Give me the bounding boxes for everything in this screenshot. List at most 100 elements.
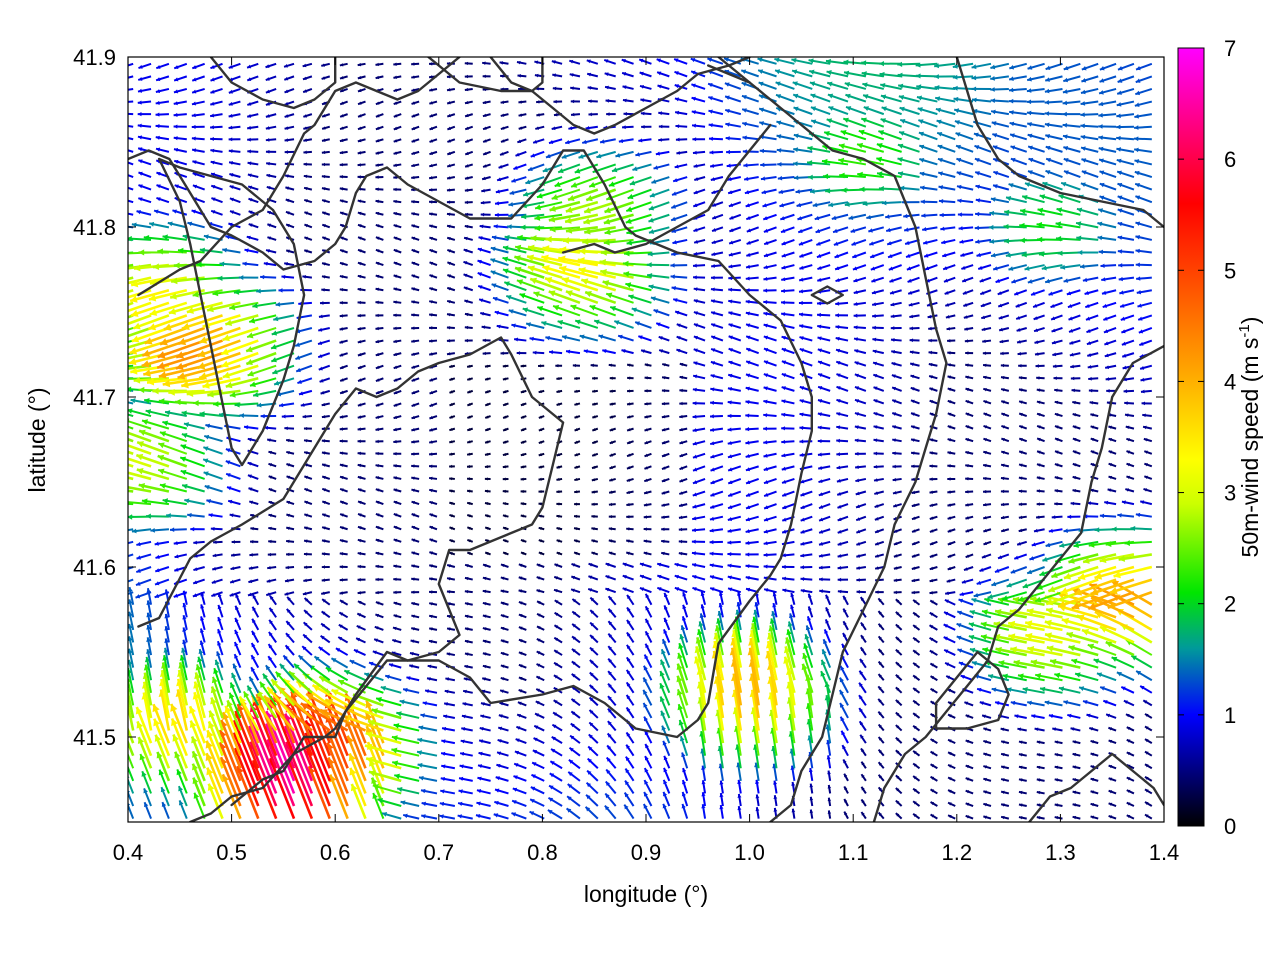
wind-vector bbox=[1054, 765, 1063, 770]
wind-vector bbox=[551, 736, 563, 744]
wind-vector bbox=[156, 751, 171, 782]
wind-vector bbox=[607, 670, 617, 681]
wind-vector bbox=[391, 747, 420, 757]
wind-vector bbox=[443, 702, 456, 707]
wind-vector bbox=[1144, 738, 1153, 744]
wind-vector bbox=[877, 811, 885, 820]
wind-vector bbox=[229, 682, 242, 706]
wind-vector bbox=[1022, 686, 1045, 694]
wind-vector bbox=[198, 648, 206, 668]
wind-vector bbox=[719, 780, 724, 794]
wind-vector bbox=[998, 660, 1027, 669]
wind-vector bbox=[625, 669, 635, 681]
wind-vector bbox=[439, 814, 456, 820]
wind-vector bbox=[965, 789, 974, 795]
x-tick-label: 0.8 bbox=[527, 840, 558, 865]
wind-vector bbox=[164, 625, 170, 643]
wind-vector bbox=[1135, 670, 1153, 682]
wind-vector bbox=[1054, 803, 1063, 808]
wind-vector bbox=[364, 743, 402, 757]
wind-vector bbox=[320, 634, 331, 644]
wind-vector bbox=[1126, 726, 1135, 732]
wind-vector bbox=[642, 702, 653, 719]
wind-vector bbox=[275, 671, 295, 694]
wind-vector bbox=[587, 745, 599, 757]
wind-vector bbox=[623, 804, 635, 820]
wind-vector bbox=[895, 674, 903, 681]
wind-vector bbox=[1072, 815, 1081, 820]
wind-vector bbox=[534, 712, 545, 719]
wind-vector bbox=[912, 662, 921, 669]
wind-vector bbox=[964, 701, 974, 707]
wind-vector bbox=[318, 646, 331, 656]
wind-vector bbox=[170, 703, 189, 744]
wind-vector bbox=[643, 791, 653, 807]
wind-vector bbox=[182, 639, 188, 656]
x-tick-label: 1.3 bbox=[1045, 840, 1076, 865]
wind-vector bbox=[822, 638, 832, 656]
wind-vector bbox=[270, 678, 296, 707]
wind-vector bbox=[189, 720, 206, 757]
wind-vector bbox=[265, 664, 277, 681]
wind-vector bbox=[1017, 673, 1045, 682]
wind-vector bbox=[164, 638, 170, 656]
wind-vector bbox=[530, 786, 545, 795]
wind-vector bbox=[694, 645, 707, 681]
wind-vector bbox=[459, 751, 473, 757]
wind-vector bbox=[983, 777, 992, 782]
wind-vector bbox=[232, 663, 242, 681]
wind-vector bbox=[365, 756, 402, 770]
wind-vector bbox=[662, 803, 671, 819]
wind-vector bbox=[1018, 765, 1027, 770]
wind-vector bbox=[350, 783, 367, 820]
wind-vector bbox=[482, 664, 491, 669]
wind-vector bbox=[843, 798, 849, 807]
colorbar-title: 50m-wind speed (m s-1) bbox=[1236, 317, 1263, 558]
wind-vector bbox=[605, 768, 617, 782]
colorbar-title-superscript: -1 bbox=[1236, 324, 1253, 337]
wind-vector bbox=[642, 689, 653, 706]
wind-vector bbox=[197, 656, 206, 681]
wind-vector bbox=[929, 636, 938, 644]
wind-vector bbox=[420, 713, 438, 719]
wind-vector bbox=[644, 755, 653, 769]
x-tick-label: 0.5 bbox=[216, 840, 247, 865]
wind-vector bbox=[912, 687, 921, 694]
colorbar-tick-label: 0 bbox=[1224, 814, 1236, 839]
wind-vector bbox=[624, 768, 635, 782]
wind-vector bbox=[236, 703, 260, 757]
wind-vector bbox=[755, 779, 760, 794]
wind-vector bbox=[568, 746, 581, 757]
wind-vector bbox=[128, 648, 135, 668]
wind-vector bbox=[644, 643, 653, 656]
wind-vector bbox=[422, 701, 438, 707]
wind-vector bbox=[1013, 659, 1045, 669]
wind-vector bbox=[912, 724, 921, 732]
wind-vector bbox=[1027, 645, 1063, 657]
wind-vector bbox=[182, 614, 188, 631]
wind-vector bbox=[536, 650, 545, 656]
wind-vector bbox=[877, 774, 885, 782]
wind-vector bbox=[839, 716, 849, 732]
wind-vector bbox=[402, 813, 420, 820]
wind-vector bbox=[199, 628, 206, 643]
wind-vector bbox=[841, 744, 849, 757]
wind-vector bbox=[494, 800, 509, 807]
wind-vector bbox=[677, 703, 689, 731]
wind-vector bbox=[1039, 686, 1063, 694]
wind-vector bbox=[787, 621, 796, 643]
wind-vector bbox=[839, 677, 849, 694]
wind-vector bbox=[1068, 645, 1099, 657]
wind-vector bbox=[929, 662, 938, 669]
wind-vector bbox=[533, 737, 545, 745]
wind-vector bbox=[679, 633, 689, 656]
wind-vector bbox=[877, 723, 885, 732]
wind-vector bbox=[172, 734, 189, 769]
wind-vector bbox=[773, 795, 778, 807]
wind-vector bbox=[457, 801, 473, 808]
wind-vector bbox=[444, 689, 456, 694]
y-tick-label: 41.8 bbox=[73, 215, 116, 240]
wind-vector bbox=[1144, 750, 1153, 757]
wind-vector bbox=[392, 760, 420, 770]
wind-vector bbox=[325, 666, 349, 682]
